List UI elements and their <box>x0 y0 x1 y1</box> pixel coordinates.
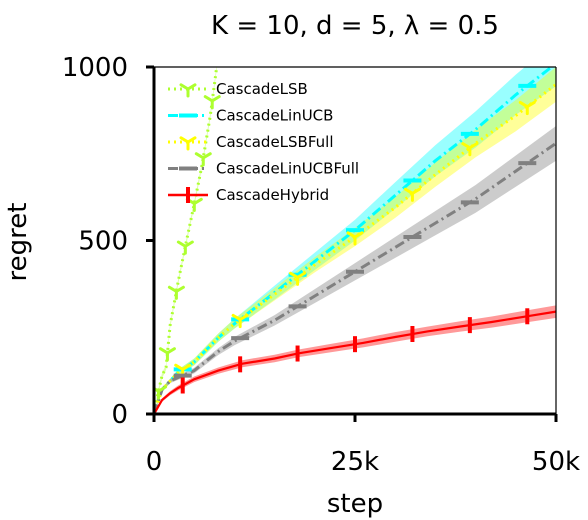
cascadelsbfull-marker <box>289 271 307 286</box>
cascadehybrid-line <box>154 310 556 414</box>
chart-title: K = 10, d = 5, λ = 0.5 <box>211 11 499 41</box>
y-tick-label: 0 <box>111 400 128 430</box>
y-tick-label: 500 <box>78 227 128 257</box>
legend-marker <box>179 136 197 151</box>
cascadelsb-marker <box>203 95 221 110</box>
cascadelsbfull-marker <box>231 313 249 329</box>
y-tick-label: 1000 <box>62 53 128 83</box>
cascadelsb-marker <box>194 152 212 167</box>
cascadelsb-marker <box>154 385 167 400</box>
cascadelsb-marker <box>167 285 185 300</box>
axes: 0 25k 50k 0 500 1000 <box>62 53 580 477</box>
x-tick-label: 0 <box>146 447 163 477</box>
cascadelsb-marker <box>158 347 176 362</box>
cascadelsb-line <box>154 67 219 414</box>
legend-label: CascadeHybrid <box>216 186 329 204</box>
legend-label: CascadeLSBFull <box>216 133 334 151</box>
cascadelsb-marker <box>176 240 194 255</box>
x-axis-label: step <box>327 489 383 519</box>
legend-item-cascadelinucbfull: CascadeLinUCBFull <box>168 160 359 178</box>
legend-label: CascadeLinUCBFull <box>216 160 359 178</box>
x-tick-label: 50k <box>532 447 580 477</box>
legend: CascadeLSB CascadeLinUCB CascadeLSBFull Cas… <box>168 80 359 204</box>
legend-label: CascadeLSB <box>216 80 308 98</box>
cascadelsbfull-marker <box>461 142 479 157</box>
legend-label: CascadeLinUCB <box>216 107 333 125</box>
cascadehybrid-band <box>154 305 556 414</box>
cascadelsbfull-marker <box>518 100 536 116</box>
legend-item-cascadelsb: CascadeLSB <box>168 80 308 98</box>
legend-marker <box>179 83 197 98</box>
cascadelsbfull-marker <box>346 231 364 246</box>
legend-item-cascadehybrid: CascadeHybrid <box>168 186 329 204</box>
cascadelsbfull-marker <box>403 187 421 202</box>
x-tick-label: 25k <box>331 447 379 477</box>
legend-item-cascadelsbfull: CascadeLSBFull <box>168 133 334 151</box>
cascadelsbfull-line <box>154 83 556 414</box>
y-axis-label: regret <box>3 203 33 282</box>
legend-item-cascadelinucb: CascadeLinUCB <box>168 107 333 125</box>
cascadelsb-band <box>154 67 217 414</box>
